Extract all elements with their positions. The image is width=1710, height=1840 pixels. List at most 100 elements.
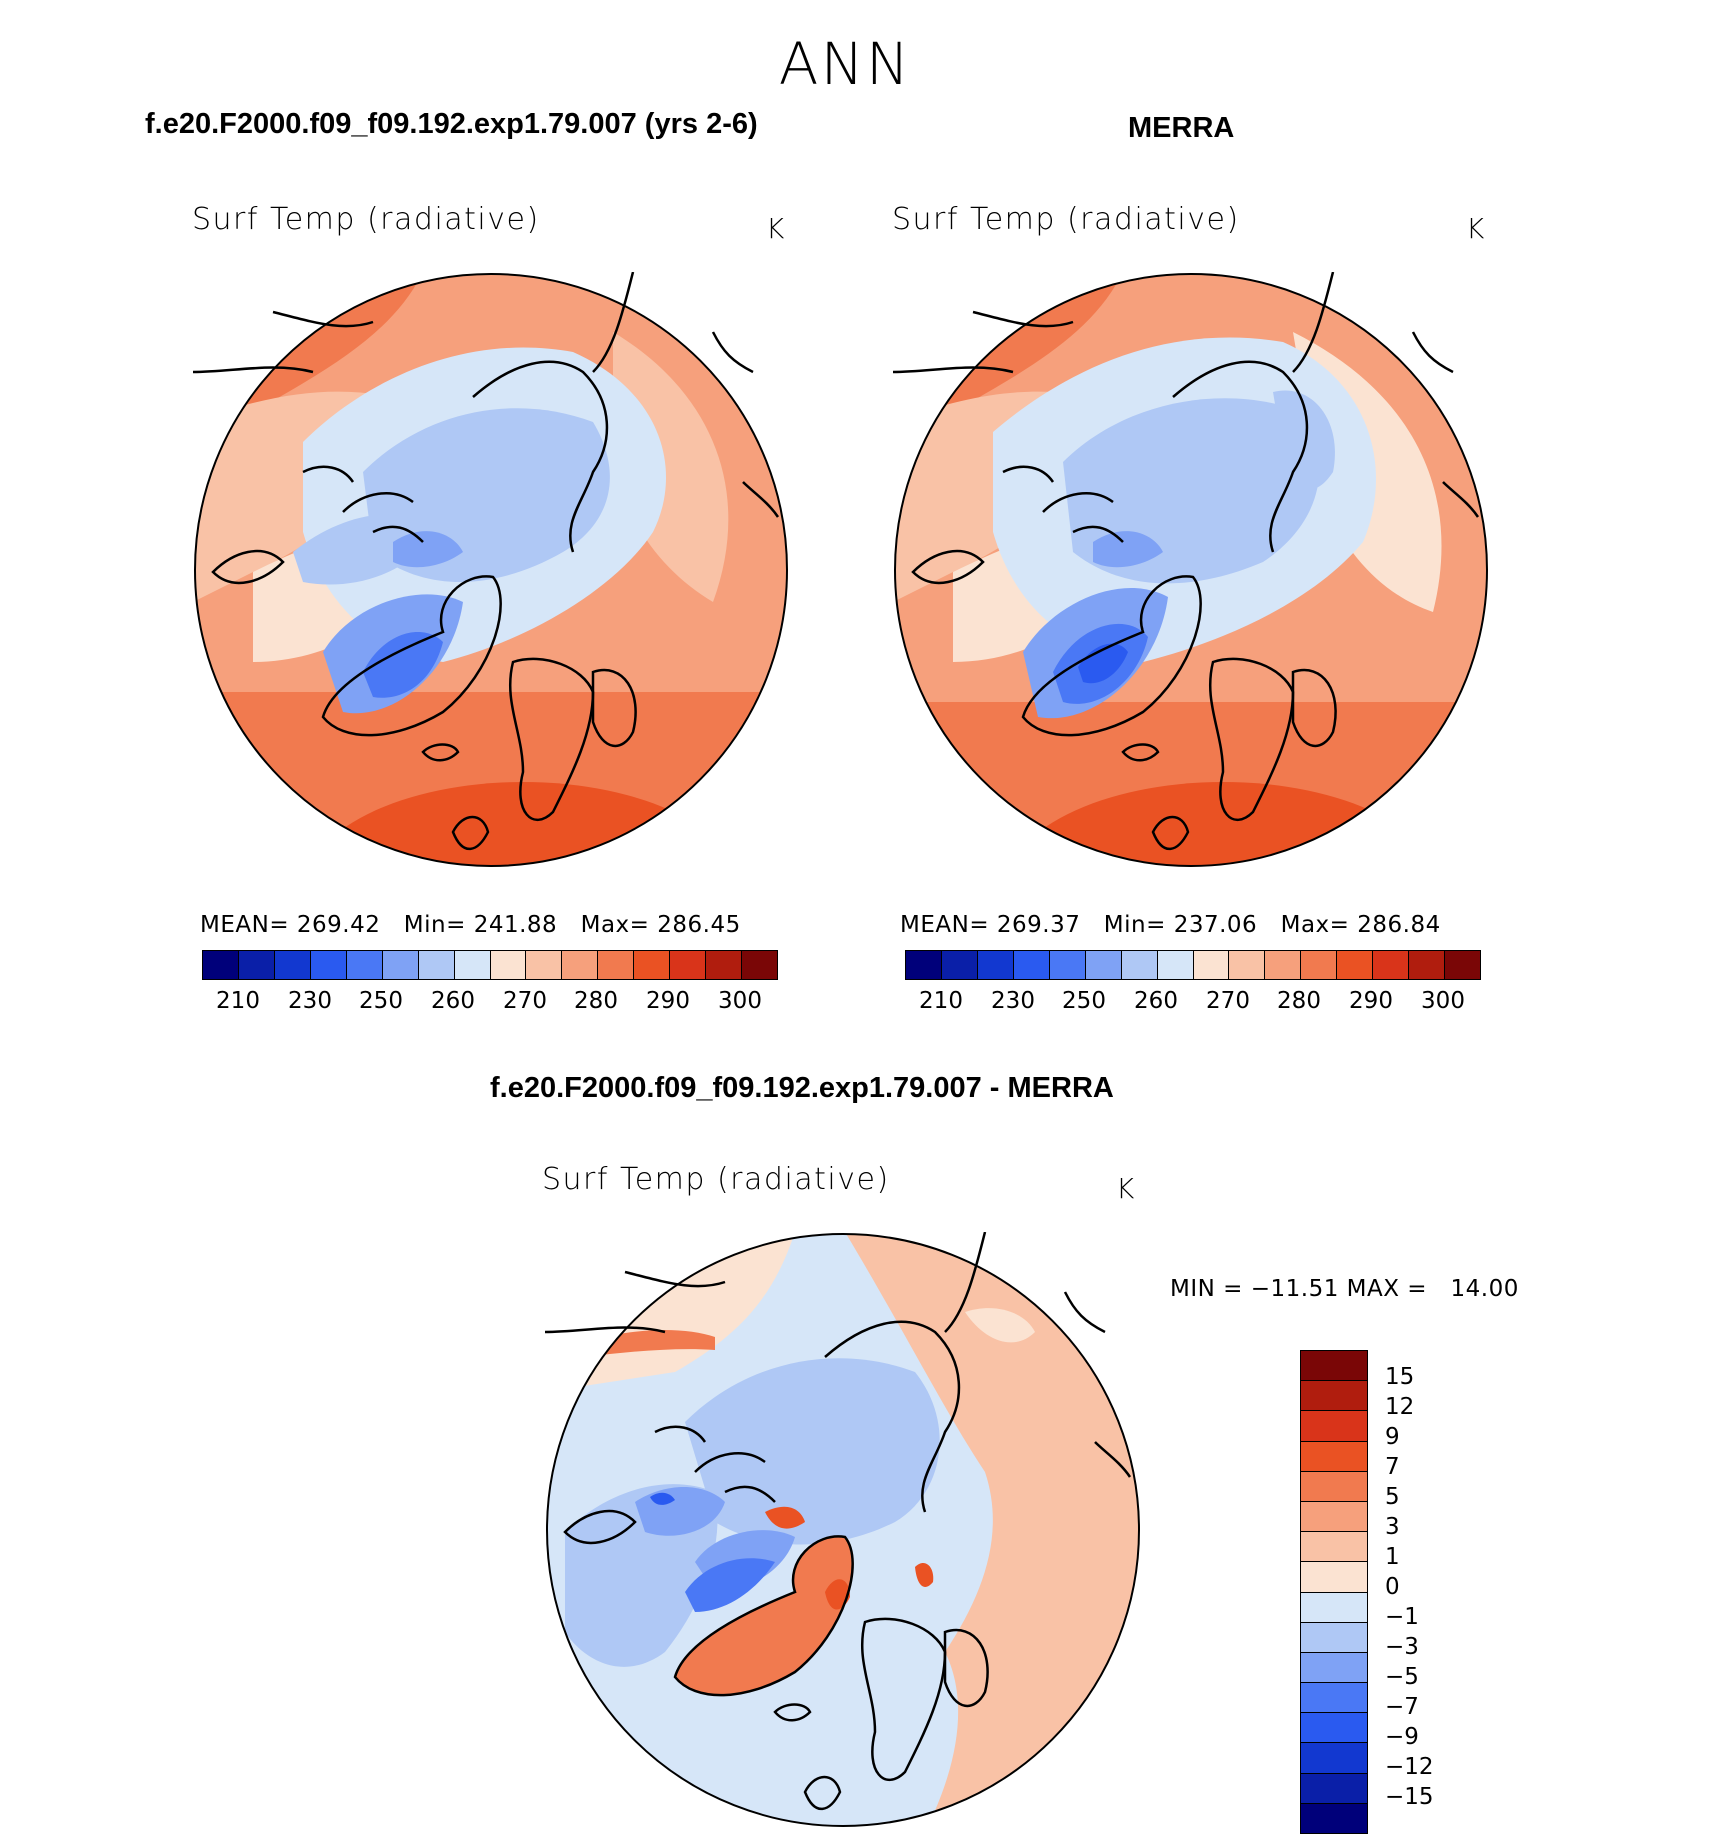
model-variable-label: Surf Temp (radiative) bbox=[192, 202, 540, 237]
colorbar-swatch bbox=[1301, 1773, 1367, 1804]
colorbar-swatch bbox=[1301, 1381, 1367, 1412]
tick: 250 bbox=[359, 988, 403, 1014]
tick: −12 bbox=[1385, 1754, 1434, 1780]
colorbar-swatch bbox=[1121, 951, 1158, 979]
model-stats: MEAN= 269.42 Min= 241.88 Max= 286.45 bbox=[200, 912, 741, 938]
colorbar-swatch bbox=[1301, 1803, 1367, 1833]
colorbar-swatch bbox=[1337, 951, 1374, 979]
tick: 290 bbox=[1349, 988, 1393, 1014]
colorbar-swatch bbox=[1301, 1471, 1367, 1502]
colorbar-swatch bbox=[310, 951, 347, 979]
model-colorbar-ticks: 210 230 250 260 270 280 290 300 bbox=[202, 988, 776, 1018]
model-case-title: f.e20.F2000.f09_f09.192.exp1.79.007 (yrs… bbox=[145, 108, 758, 140]
tick: 230 bbox=[991, 988, 1035, 1014]
colorbar-swatch bbox=[1229, 951, 1266, 979]
colorbar-swatch bbox=[1301, 1441, 1367, 1472]
obs-case-title: MERRA bbox=[1128, 112, 1235, 144]
colorbar-swatch bbox=[418, 951, 455, 979]
colorbar-swatch bbox=[1301, 1622, 1367, 1653]
diff-stats: MIN = −11.51 MAX = 14.00 bbox=[1170, 1276, 1519, 1302]
colorbar-swatch bbox=[1301, 951, 1338, 979]
tick: −1 bbox=[1385, 1604, 1419, 1630]
colorbar-swatch bbox=[598, 951, 635, 979]
colorbar-swatch bbox=[1301, 1683, 1367, 1714]
tick: 270 bbox=[1206, 988, 1250, 1014]
diff-variable-label: Surf Temp (radiative) bbox=[542, 1162, 890, 1197]
obs-stats: MEAN= 269.37 Min= 237.06 Max= 286.84 bbox=[900, 912, 1441, 938]
model-polar-map bbox=[193, 272, 788, 867]
colorbar-swatch bbox=[274, 951, 311, 979]
colorbar-swatch bbox=[1085, 951, 1122, 979]
tick: 270 bbox=[503, 988, 547, 1014]
tick: 210 bbox=[919, 988, 963, 1014]
tick: −7 bbox=[1385, 1694, 1419, 1720]
colorbar-swatch bbox=[1373, 951, 1410, 979]
colorbar-swatch bbox=[706, 951, 743, 979]
diff-colorbar-ticks: 15 12 9 7 5 3 1 0 −1 −3 −5 −7 −9 −12 −15 bbox=[1385, 1350, 1465, 1832]
tick: 290 bbox=[646, 988, 690, 1014]
tick: 280 bbox=[574, 988, 618, 1014]
tick: 3 bbox=[1385, 1514, 1400, 1540]
colorbar-swatch bbox=[1445, 951, 1480, 979]
colorbar-swatch bbox=[1013, 951, 1050, 979]
tick: 300 bbox=[1421, 988, 1465, 1014]
tick: 260 bbox=[1134, 988, 1178, 1014]
colorbar-swatch bbox=[634, 951, 671, 979]
diff-units-label: K bbox=[1116, 1172, 1135, 1205]
diff-polar-map bbox=[545, 1232, 1140, 1827]
colorbar-swatch bbox=[1193, 951, 1230, 979]
colorbar-swatch bbox=[562, 951, 599, 979]
colorbar-swatch bbox=[1265, 951, 1302, 979]
model-colorbar bbox=[202, 950, 778, 980]
colorbar-swatch bbox=[1301, 1532, 1367, 1563]
colorbar-swatch bbox=[1301, 1501, 1367, 1533]
tick: 1 bbox=[1385, 1544, 1400, 1570]
colorbar-swatch bbox=[490, 951, 527, 979]
obs-polar-map bbox=[893, 272, 1488, 867]
tick: 250 bbox=[1062, 988, 1106, 1014]
obs-units-label: K bbox=[1466, 212, 1485, 245]
colorbar-swatch bbox=[1409, 951, 1446, 979]
colorbar-swatch bbox=[526, 951, 563, 979]
colorbar-swatch bbox=[1301, 1411, 1367, 1442]
colorbar-swatch bbox=[941, 951, 978, 979]
colorbar-swatch bbox=[238, 951, 275, 979]
obs-colorbar bbox=[905, 950, 1481, 980]
colorbar-swatch bbox=[1301, 1351, 1367, 1382]
colorbar-swatch bbox=[1157, 951, 1194, 979]
tick: 0 bbox=[1385, 1574, 1400, 1600]
tick: 7 bbox=[1385, 1454, 1400, 1480]
colorbar-swatch bbox=[1301, 1592, 1367, 1623]
tick: 300 bbox=[718, 988, 762, 1014]
tick: 280 bbox=[1277, 988, 1321, 1014]
tick: −3 bbox=[1385, 1634, 1419, 1660]
diff-colorbar bbox=[1300, 1350, 1368, 1834]
tick: −15 bbox=[1385, 1784, 1434, 1810]
tick: −9 bbox=[1385, 1724, 1419, 1750]
super-title: ANN bbox=[778, 30, 912, 98]
colorbar-swatch bbox=[346, 951, 383, 979]
tick: 260 bbox=[431, 988, 475, 1014]
colorbar-swatch bbox=[1301, 1562, 1367, 1593]
colorbar-swatch bbox=[670, 951, 707, 979]
colorbar-swatch bbox=[1301, 1652, 1367, 1684]
colorbar-swatch bbox=[1049, 951, 1086, 979]
tick: 9 bbox=[1385, 1424, 1400, 1450]
colorbar-swatch bbox=[1301, 1743, 1367, 1774]
obs-colorbar-ticks: 210 230 250 260 270 280 290 300 bbox=[905, 988, 1479, 1018]
tick: 12 bbox=[1385, 1394, 1415, 1420]
tick: 230 bbox=[288, 988, 332, 1014]
colorbar-swatch bbox=[203, 951, 239, 979]
colorbar-swatch bbox=[454, 951, 491, 979]
tick: 5 bbox=[1385, 1484, 1400, 1510]
colorbar-swatch bbox=[977, 951, 1014, 979]
colorbar-swatch bbox=[906, 951, 942, 979]
colorbar-swatch bbox=[382, 951, 419, 979]
tick: −5 bbox=[1385, 1664, 1419, 1690]
obs-variable-label: Surf Temp (radiative) bbox=[892, 202, 1240, 237]
colorbar-swatch bbox=[1301, 1713, 1367, 1744]
model-units-label: K bbox=[766, 212, 785, 245]
diff-case-title: f.e20.F2000.f09_f09.192.exp1.79.007 - ME… bbox=[490, 1072, 1114, 1104]
tick: 210 bbox=[216, 988, 260, 1014]
tick: 15 bbox=[1385, 1364, 1415, 1390]
